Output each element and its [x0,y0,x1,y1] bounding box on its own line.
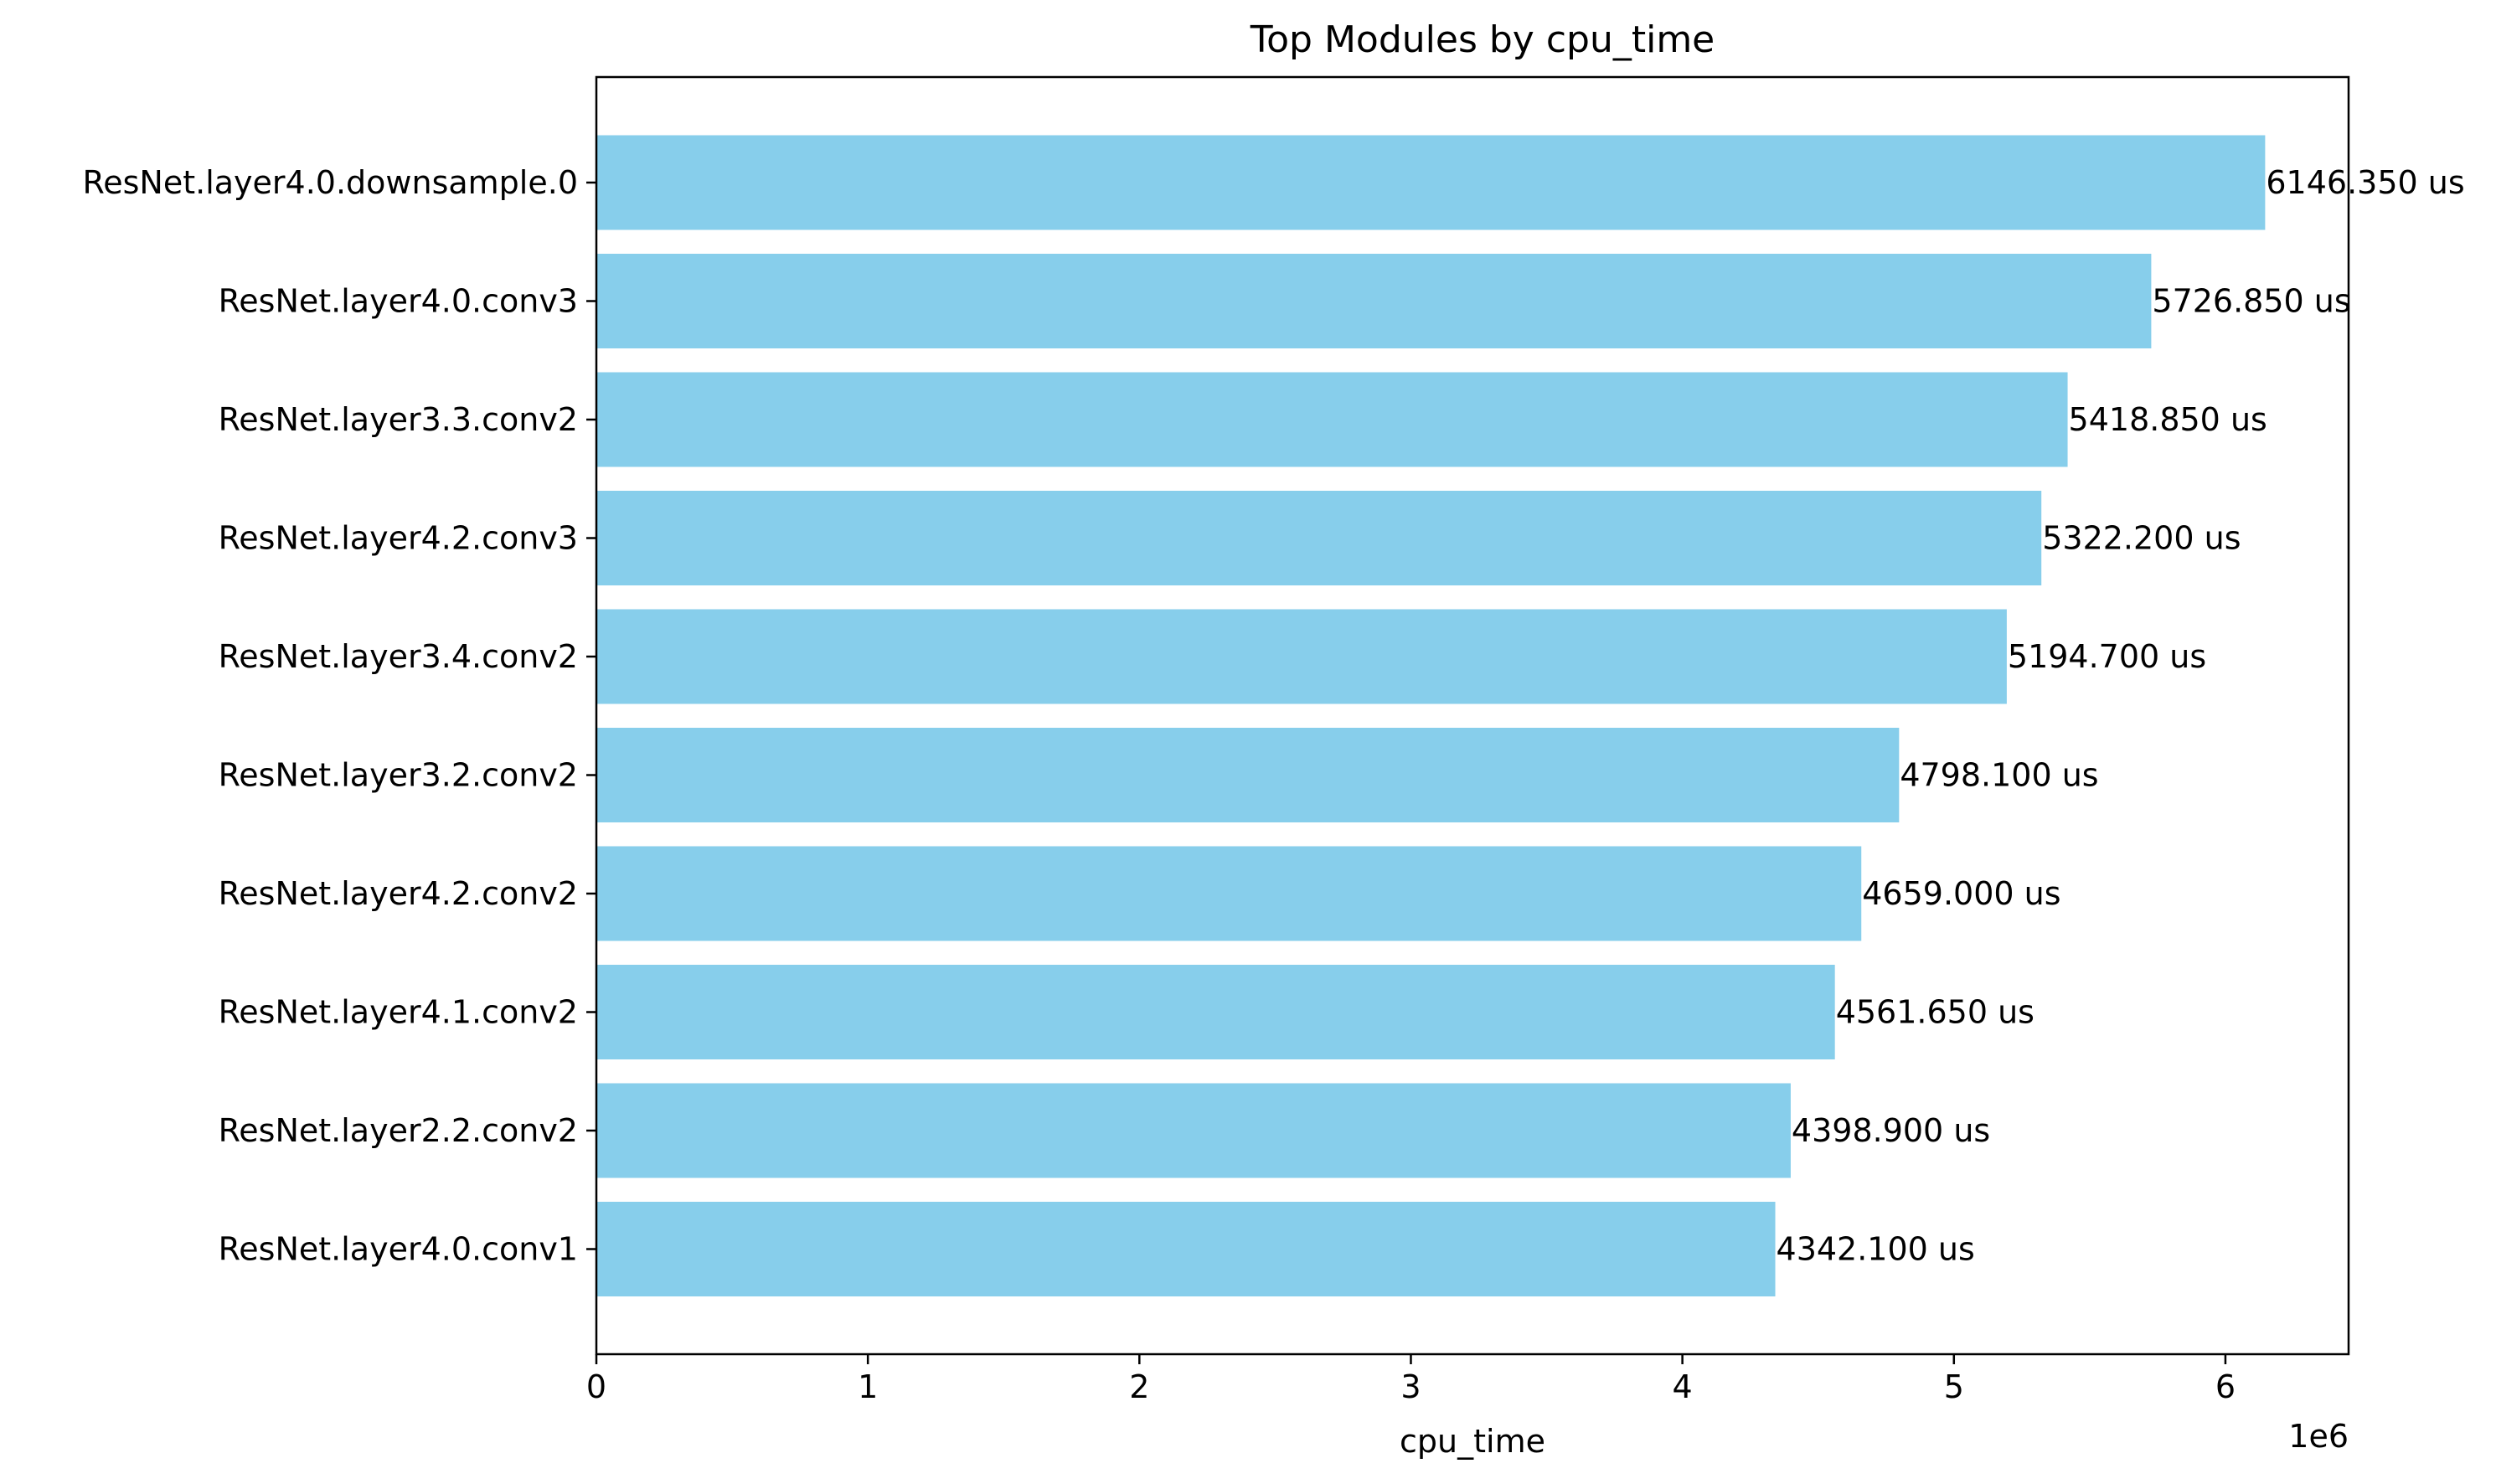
x-tick-label: 0 [586,1368,606,1405]
bar [596,254,2152,348]
bar [596,135,2266,230]
bar [596,728,1900,822]
x-tick-label: 6 [2215,1368,2236,1405]
x-tick-label: 5 [1944,1368,1964,1405]
y-tick-label: ResNet.layer4.2.conv2 [219,875,578,912]
y-tick-label: ResNet.layer4.0.downsample.0 [83,164,578,201]
data-label: 4798.100 us [1900,757,2098,794]
x-tick-label: 1 [858,1368,878,1405]
chart-title: Top Modules by cpu_time [1250,18,1715,61]
bar [596,1083,1791,1178]
bar [596,609,2007,704]
bar [596,372,2068,467]
y-tick-label: ResNet.layer3.3.conv2 [219,401,578,438]
data-label: 4342.100 us [1777,1231,1975,1268]
data-label: 6146.350 us [2266,164,2464,201]
data-label: 5418.850 us [2069,401,2267,438]
y-tick-label: ResNet.layer3.2.conv2 [219,757,578,794]
bar [596,491,2042,585]
data-label: 4659.000 us [1862,875,2060,912]
x-axis-label: cpu_time [1400,1423,1545,1460]
bar [596,965,1835,1059]
y-tick-label: ResNet.layer4.0.conv3 [219,283,578,320]
bar [596,1202,1776,1296]
x-tick-label: 4 [1673,1368,1693,1405]
data-label: 4561.650 us [1836,994,2034,1031]
bar [596,846,1862,941]
y-tick-label: ResNet.layer4.2.conv3 [219,520,578,557]
bars-layer [596,135,2266,1296]
y-tick-labels: ResNet.layer4.0.downsample.0 ResNet.layer… [83,164,596,1268]
data-label: 5726.850 us [2152,283,2350,320]
x-axis-scale-label: 1e6 [2288,1418,2349,1455]
x-tick-label: 3 [1400,1368,1421,1405]
y-tick-label: ResNet.layer2.2.conv2 [219,1112,578,1149]
data-label: 4398.900 us [1792,1112,1990,1149]
x-axis-ticks: 0 1 2 3 4 5 6 [586,1354,2236,1405]
y-tick-label: ResNet.layer3.4.conv2 [219,638,578,675]
x-tick-label: 2 [1129,1368,1149,1405]
value-labels: 6146.350 us 5726.850 us 5418.850 us 5322.20… [1777,164,2465,1268]
data-label: 5194.700 us [2008,638,2206,675]
plot-area-frame [595,75,2350,1356]
y-tick-label: ResNet.layer4.1.conv2 [219,994,578,1031]
data-label: 5322.200 us [2042,520,2241,557]
y-tick-label: ResNet.layer4.0.conv1 [219,1231,578,1268]
